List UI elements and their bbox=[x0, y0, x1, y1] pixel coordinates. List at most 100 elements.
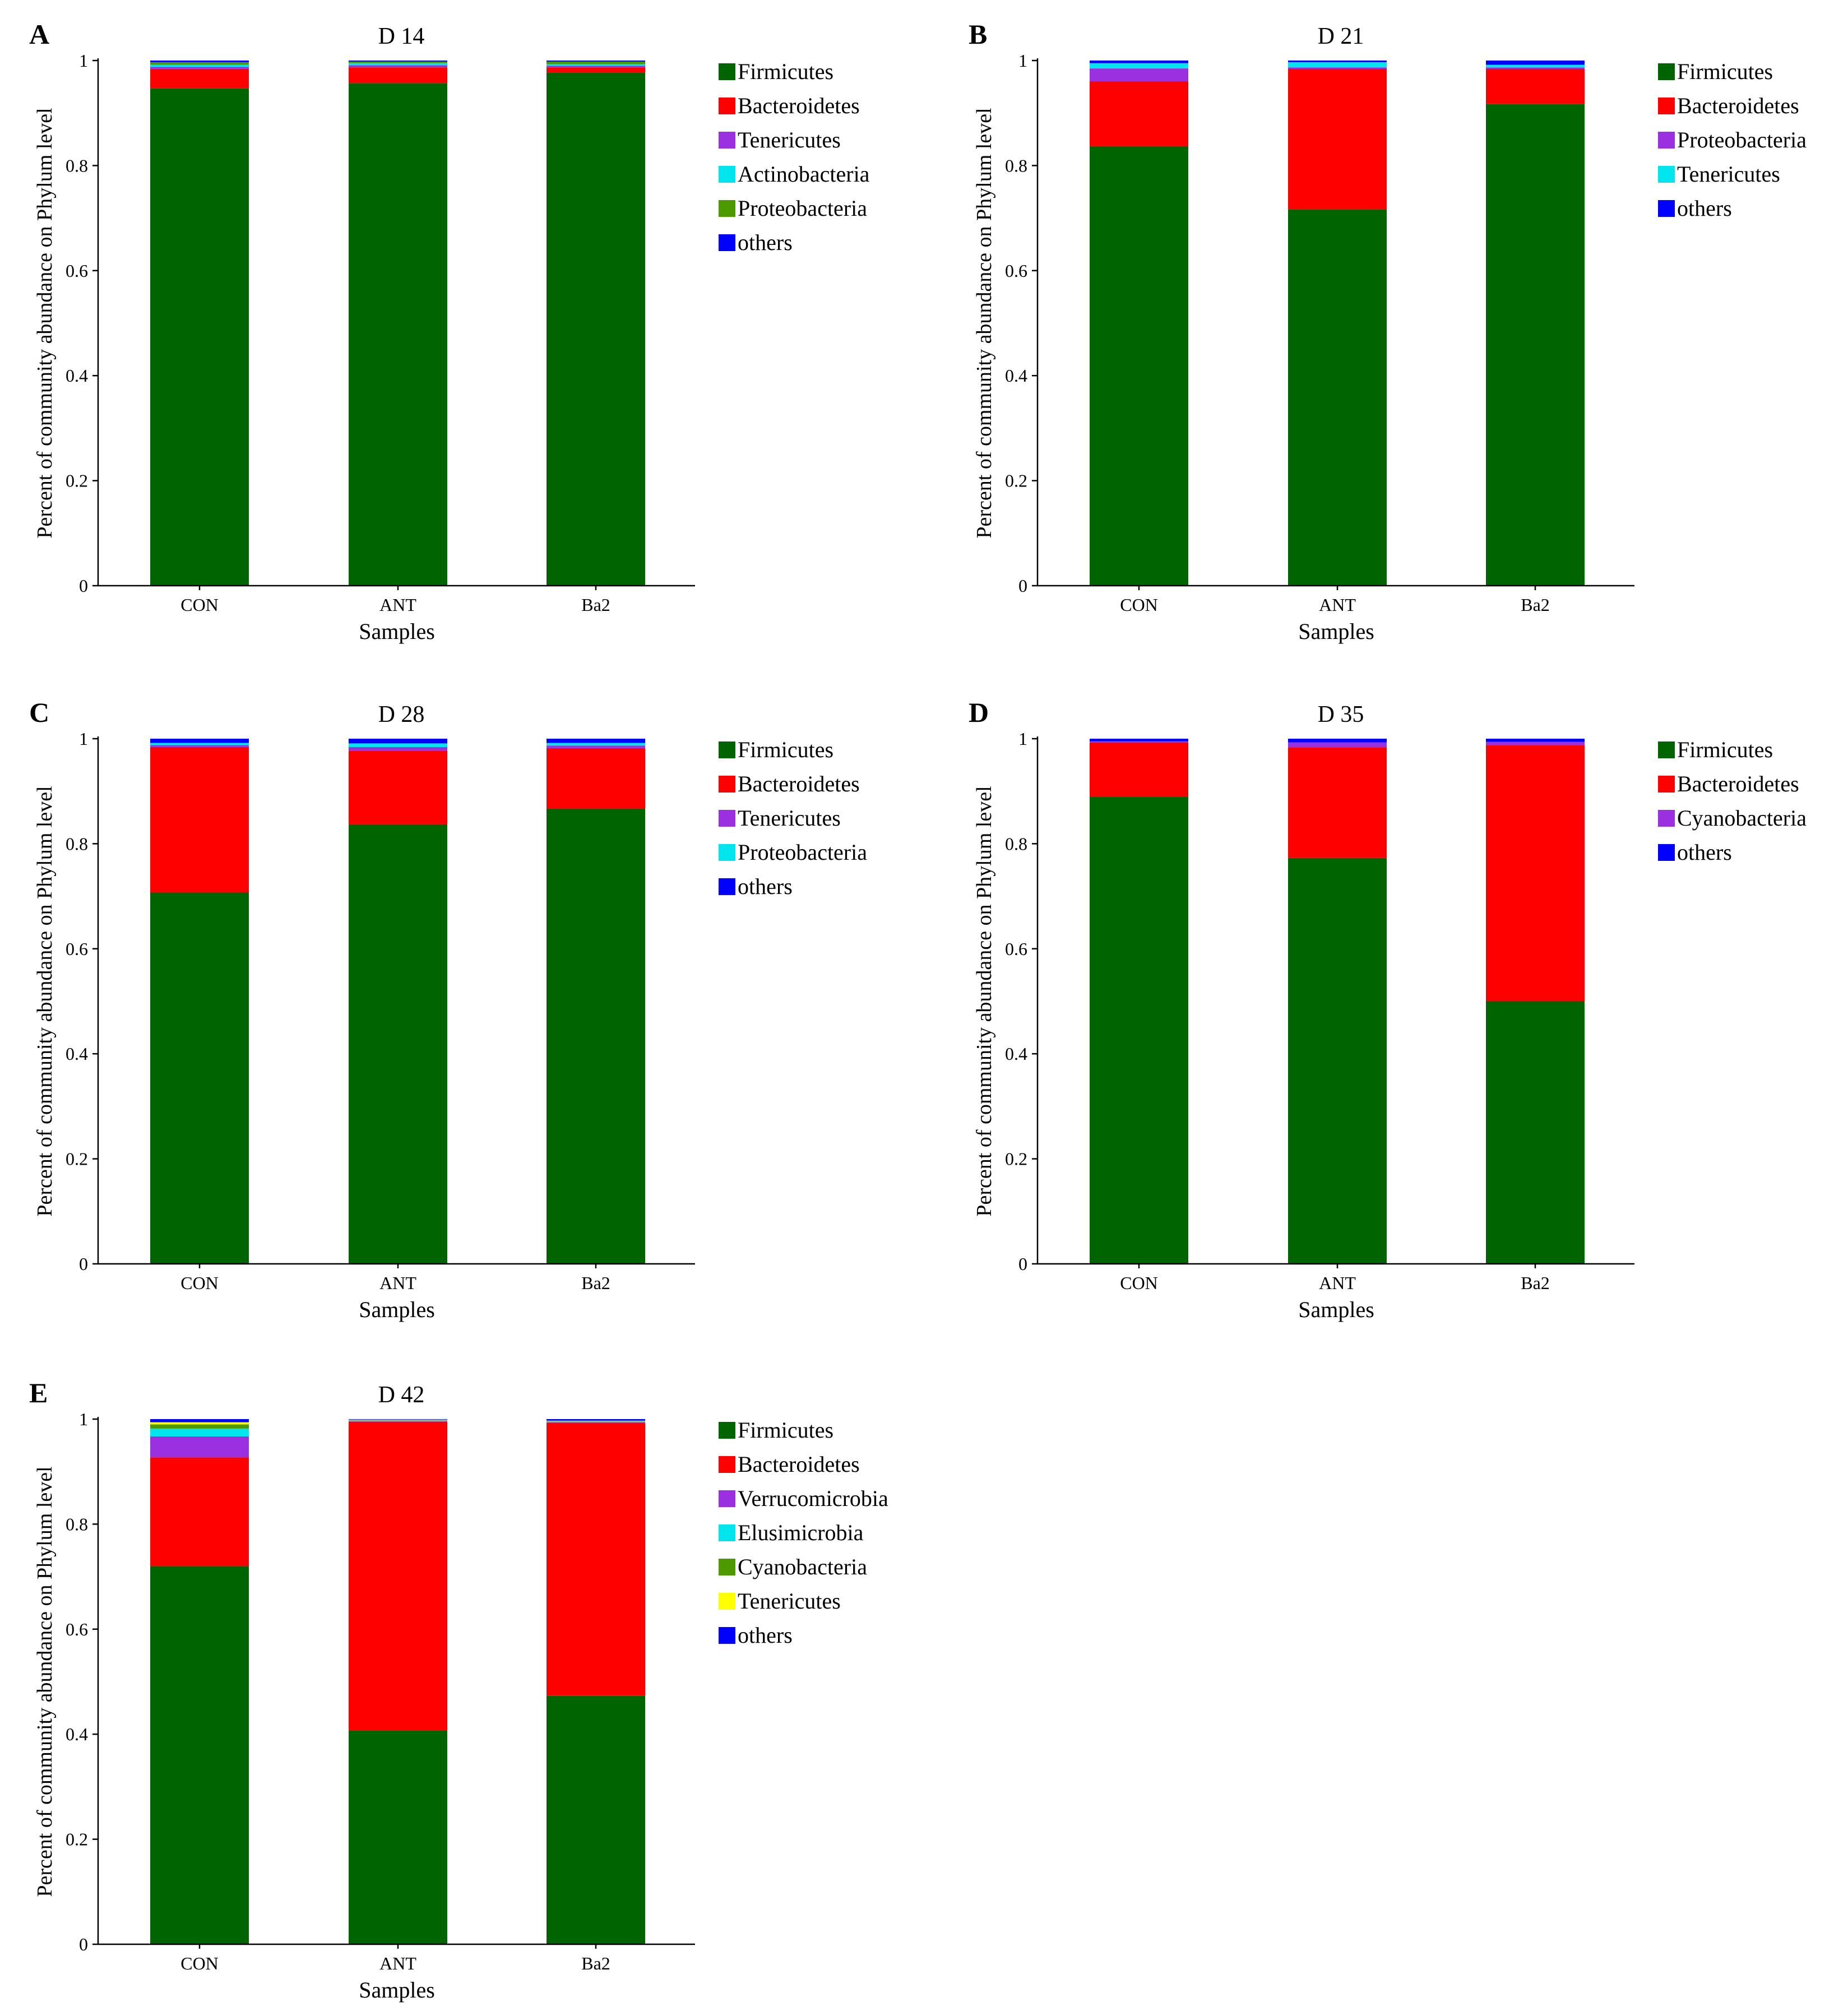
bar-segment-firmicutes-ba2 bbox=[547, 808, 645, 1264]
legend-label: Proteobacteria bbox=[738, 840, 867, 865]
bar-segment-cyanobacteria-con bbox=[1090, 741, 1188, 743]
chart-title: D 21 bbox=[1318, 24, 1364, 49]
bar-segment-firmicutes-con bbox=[150, 1566, 249, 1944]
bar-segment-firmicutes-con bbox=[1090, 796, 1188, 1264]
bar-segment-bacteroidetes-con bbox=[1090, 742, 1188, 797]
y-axis-label: Percent of community abundance on Phylum… bbox=[33, 108, 57, 538]
legend-label: Firmicutes bbox=[1677, 737, 1773, 762]
bar-segment-tenericutes-con bbox=[150, 1422, 249, 1425]
y-tick-label: 0.8 bbox=[1005, 833, 1027, 854]
bar-segment-cyanobacteria-con bbox=[150, 1424, 249, 1429]
bar-segment-firmicutes-ba2 bbox=[547, 72, 645, 586]
bar-segment-verrucomicrobia-con bbox=[150, 1436, 249, 1458]
bar-segment-bacteroidetes-ant bbox=[349, 750, 447, 824]
y-axis-label: Percent of community abundance on Phylum… bbox=[33, 1466, 57, 1897]
bar-segment-others-con bbox=[150, 739, 249, 743]
legend-label: Tenericutes bbox=[738, 127, 841, 152]
x-tick-label: ANT bbox=[1319, 595, 1356, 615]
bar-segment-firmicutes-ba2 bbox=[1486, 104, 1585, 586]
bar-segment-proteobacteria-ba2 bbox=[547, 61, 645, 64]
legend-label: Bacteroidetes bbox=[738, 771, 860, 796]
y-axis-label: Percent of community abundance on Phylum… bbox=[33, 786, 57, 1216]
chart-title: D 28 bbox=[378, 702, 425, 727]
bar-segment-tenericutes-ba2 bbox=[547, 66, 645, 68]
y-tick-label: 1 bbox=[1018, 729, 1027, 749]
y-tick-label: 0.4 bbox=[1005, 1044, 1027, 1064]
legend-label: Firmicutes bbox=[1677, 59, 1773, 84]
chart-title: D 14 bbox=[378, 24, 425, 49]
bar-segment-others-ba2 bbox=[547, 1419, 645, 1421]
legend-label: Actinobacteria bbox=[738, 161, 870, 187]
x-tick-label: CON bbox=[1120, 595, 1158, 615]
chart-title: D 42 bbox=[378, 1382, 425, 1408]
bar-segment-bacteroidetes-ba2 bbox=[547, 748, 645, 809]
bar-segment-firmicutes-ba2 bbox=[1486, 1001, 1585, 1264]
y-tick-label: 0.4 bbox=[66, 365, 88, 386]
bar-segment-proteobacteria-con bbox=[1090, 68, 1188, 82]
x-tick-label: Ba2 bbox=[1521, 1273, 1550, 1293]
bar-segment-bacteroidetes-ant bbox=[349, 1421, 447, 1731]
legend-swatch-cyanobacteria bbox=[1658, 810, 1675, 827]
x-axis-label: Samples bbox=[1298, 1297, 1374, 1322]
legend-swatch-elusimicrobia bbox=[719, 1524, 735, 1541]
bar-segment-bacteroidetes-ba2 bbox=[1486, 69, 1585, 104]
y-tick-label: 0.2 bbox=[66, 1149, 88, 1169]
bar-segment-firmicutes-con bbox=[150, 892, 249, 1264]
panel-letter: B bbox=[969, 18, 987, 50]
legend-label: Cyanobacteria bbox=[738, 1554, 867, 1579]
x-axis-label: Samples bbox=[359, 619, 435, 644]
bar-segment-verrucomicrobia-ba2 bbox=[547, 1422, 645, 1423]
y-tick-label: 1 bbox=[1018, 50, 1027, 71]
legend-label: Bacteroidetes bbox=[1677, 93, 1799, 118]
bar-segment-bacteroidetes-con bbox=[150, 69, 249, 89]
bar-segment-bacteroidetes-ant bbox=[1288, 69, 1387, 210]
y-tick-label: 0.2 bbox=[1005, 471, 1027, 491]
panel-letter: D bbox=[969, 697, 989, 728]
legend-swatch-others bbox=[719, 1627, 735, 1644]
bar-segment-others-ant bbox=[349, 739, 447, 744]
bar-segment-actinobacteria-con bbox=[150, 64, 249, 67]
legend-swatch-bacteroidetes bbox=[719, 98, 735, 114]
bar-segment-bacteroidetes-ant bbox=[1288, 747, 1387, 858]
legend-label: Firmicutes bbox=[738, 59, 833, 84]
y-tick-label: 0.6 bbox=[1005, 261, 1027, 281]
x-axis-label: Samples bbox=[1298, 619, 1374, 644]
bar-segment-actinobacteria-ant bbox=[349, 63, 447, 66]
bar-segment-firmicutes-ant bbox=[349, 1730, 447, 1944]
legend-swatch-bacteroidetes bbox=[1658, 776, 1675, 793]
chart-panel-d: D D 35 CON ANT Ba2 0 0.2 0.4 0.6 0.8 1 Samples Perce… bbox=[969, 697, 1807, 1322]
bar-segment-tenericutes-con bbox=[150, 745, 249, 747]
y-tick-label: 0.2 bbox=[66, 1829, 88, 1850]
bar-segment-bacteroidetes-ba2 bbox=[547, 1422, 645, 1696]
bar-segment-proteobacteria-ant bbox=[349, 61, 447, 63]
bar-segment-bacteroidetes-con bbox=[1090, 81, 1188, 146]
y-tick-label: 0 bbox=[79, 1254, 88, 1274]
bar-segment-firmicutes-ba2 bbox=[547, 1695, 645, 1944]
legend-swatch-actinobacteria bbox=[719, 166, 735, 183]
x-tick-label: ANT bbox=[379, 595, 416, 615]
legend-swatch-firmicutes bbox=[1658, 63, 1675, 80]
legend-label: Tenericutes bbox=[738, 1588, 841, 1614]
y-tick-label: 0.8 bbox=[66, 155, 88, 175]
x-tick-label: CON bbox=[1120, 1273, 1158, 1293]
legend-label: Elusimicrobia bbox=[738, 1520, 864, 1545]
y-tick-label: 0.6 bbox=[66, 261, 88, 281]
y-tick-label: 0 bbox=[79, 576, 88, 596]
bar-segment-others-con bbox=[150, 1419, 249, 1422]
bar-segment-cyanobacteria-ant bbox=[349, 1420, 447, 1421]
legend-swatch-others bbox=[719, 234, 735, 251]
y-tick-label: 1 bbox=[79, 1409, 88, 1429]
bar-segment-bacteroidetes-con bbox=[150, 747, 249, 893]
bar-segment-others-ant bbox=[349, 1419, 447, 1420]
bar-segment-firmicutes-ant bbox=[349, 83, 447, 586]
chart-panel-b: B D 21 CON ANT Ba2 0 0.2 0.4 0.6 0.8 1 Samples Perce… bbox=[969, 18, 1807, 644]
legend-label: Cyanobacteria bbox=[1677, 805, 1807, 831]
legend-label: others bbox=[738, 1623, 793, 1648]
y-tick-label: 0.8 bbox=[1005, 155, 1027, 175]
legend-label: Firmicutes bbox=[738, 737, 833, 762]
chart-panel-a: A D 14 CON ANT Ba2 0 0.2 0.4 0.6 0.8 1 Samples Perce… bbox=[29, 18, 870, 644]
x-tick-label: CON bbox=[180, 595, 219, 615]
legend-swatch-tenericutes bbox=[719, 132, 735, 149]
y-tick-label: 1 bbox=[79, 50, 88, 71]
legend-swatch-cyanobacteria bbox=[719, 1559, 735, 1575]
